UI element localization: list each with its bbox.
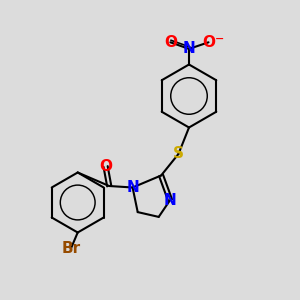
Text: O: O [99, 159, 112, 174]
Text: O: O [164, 35, 177, 50]
Text: N: N [183, 41, 195, 56]
Text: −: − [215, 34, 225, 44]
Text: N: N [164, 193, 176, 208]
Text: N: N [126, 180, 139, 195]
Text: O: O [202, 35, 215, 50]
Text: Br: Br [61, 241, 81, 256]
Text: S: S [173, 146, 184, 161]
